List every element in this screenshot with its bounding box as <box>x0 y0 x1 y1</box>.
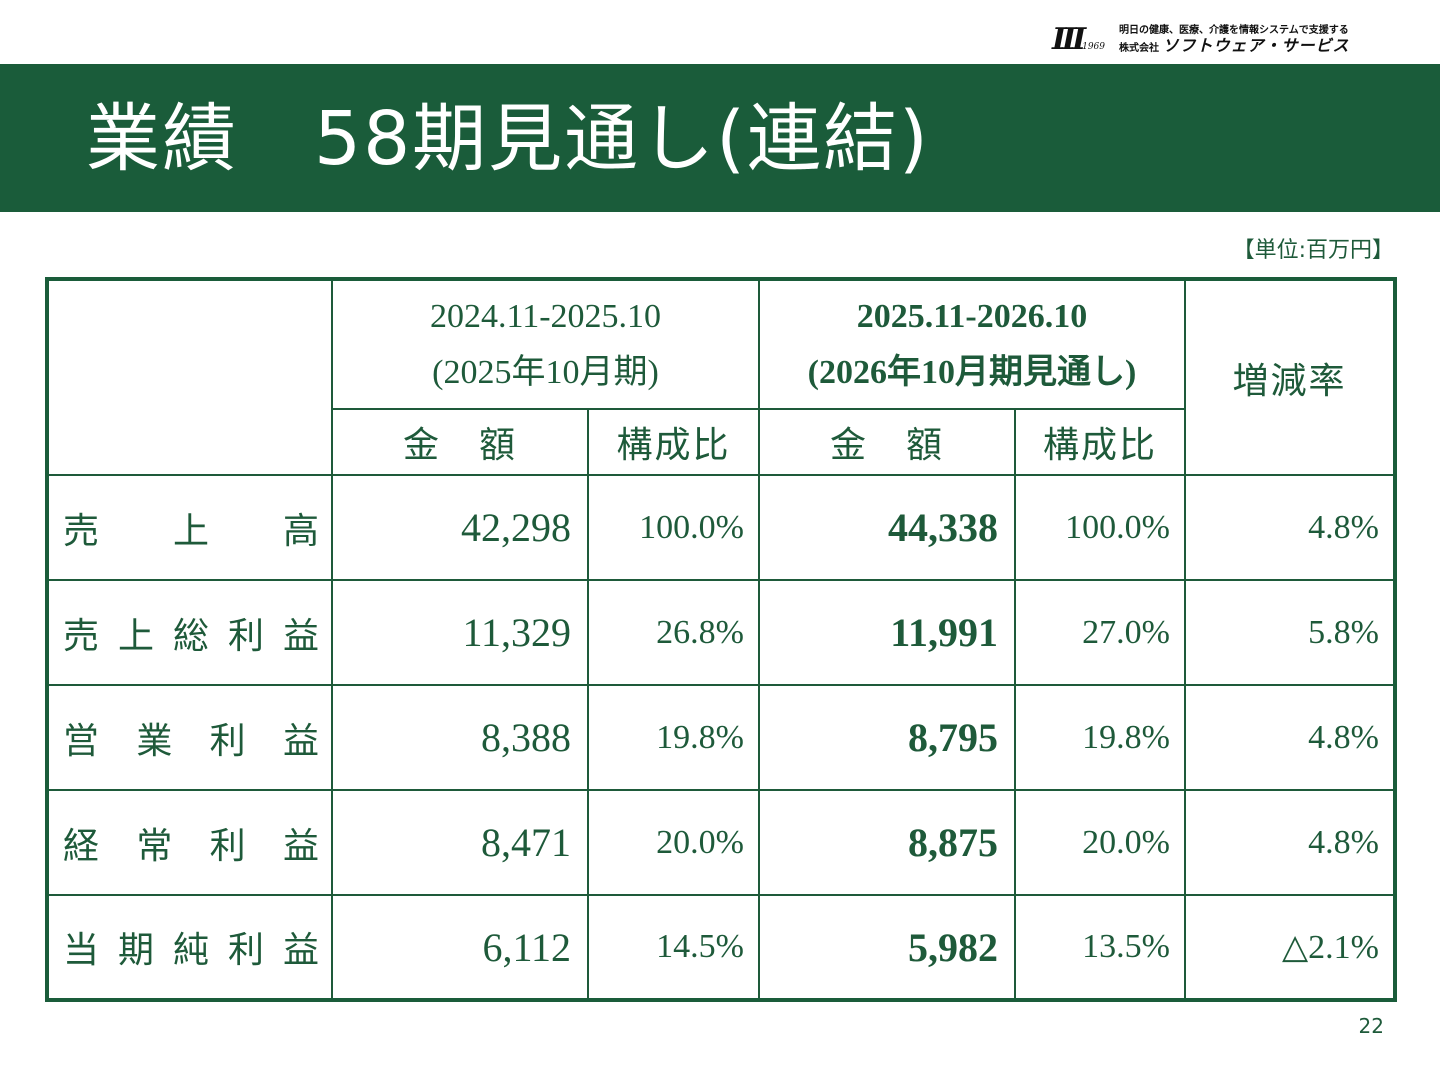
table-row: 売上総利益 11,329 26.8% 11,991 27.0% 5.8% <box>46 579 1396 686</box>
amount-prev: 11,329 <box>331 579 589 686</box>
period1-header: 2024.11-2025.10 (2025年10月期) <box>331 278 760 410</box>
change-rate: △2.1% <box>1184 894 1396 1001</box>
logo-mark: III1969 <box>1052 22 1106 57</box>
row-label: 売上総利益 <box>46 579 333 686</box>
logo-company-name: ソフトウェア・サービス <box>1162 36 1350 55</box>
amount-header-2: 金 額 <box>758 408 1016 476</box>
logo-tagline: 明日の健康、医療、介護を情報システムで支援する <box>1119 25 1349 36</box>
change-rate: 4.8% <box>1184 474 1396 581</box>
amount-forecast: 11,991 <box>758 579 1016 686</box>
ratio-forecast: 19.8% <box>1014 684 1186 791</box>
results-table: 2024.11-2025.10 (2025年10月期) 2025.11-2026.… <box>45 277 1397 1002</box>
row-label: 売上高 <box>46 474 333 581</box>
amount-forecast: 8,875 <box>758 789 1016 896</box>
logo-company-prefix: 株式会社 <box>1119 43 1160 54</box>
ratio-prev: 19.8% <box>587 684 760 791</box>
row-label: 経常利益 <box>46 789 333 896</box>
ratio-forecast: 20.0% <box>1014 789 1186 896</box>
table-row: 営業利益 8,388 19.8% 8,795 19.8% 4.8% <box>46 684 1396 791</box>
ratio-header-2: 構成比 <box>1014 408 1186 476</box>
amount-forecast: 5,982 <box>758 894 1016 1001</box>
ratio-header-1: 構成比 <box>587 408 760 476</box>
ratio-prev: 14.5% <box>587 894 760 1001</box>
amount-prev: 6,112 <box>331 894 589 1001</box>
logo-text: 明日の健康、医療、介護を情報システムで支援する 株式会社 ソフトウェア・サービス <box>1119 23 1350 56</box>
corner-cell <box>46 278 333 476</box>
change-header: 増減率 <box>1184 278 1396 476</box>
company-logo: III1969 明日の健康、医療、介護を情報システムで支援する 株式会社 ソフト… <box>1052 22 1350 57</box>
unit-label: 【単位:百万円】 <box>1232 238 1394 263</box>
period2-header: 2025.11-2026.10 (2026年10月期見通し) <box>758 278 1186 410</box>
amount-prev: 8,471 <box>331 789 589 896</box>
amount-forecast: 8,795 <box>758 684 1016 791</box>
amount-header-1: 金 額 <box>331 408 589 476</box>
page-title: 業績 58期見通し(連結) <box>86 96 930 182</box>
ratio-forecast: 27.0% <box>1014 579 1186 686</box>
row-label: 当期純利益 <box>46 894 333 1001</box>
amount-prev: 42,298 <box>331 474 589 581</box>
table-row: 経常利益 8,471 20.0% 8,875 20.0% 4.8% <box>46 789 1396 896</box>
amount-forecast: 44,338 <box>758 474 1016 581</box>
page-number: 22 <box>1358 1014 1384 1038</box>
ratio-prev: 100.0% <box>587 474 760 581</box>
amount-prev: 8,388 <box>331 684 589 791</box>
ratio-forecast: 13.5% <box>1014 894 1186 1001</box>
change-rate: 4.8% <box>1184 684 1396 791</box>
title-banner <box>0 64 1440 212</box>
ratio-prev: 20.0% <box>587 789 760 896</box>
row-label: 営業利益 <box>46 684 333 791</box>
ratio-forecast: 100.0% <box>1014 474 1186 581</box>
table-row: 売上高 42,298 100.0% 44,338 100.0% 4.8% <box>46 474 1396 581</box>
ratio-prev: 26.8% <box>587 579 760 686</box>
change-rate: 5.8% <box>1184 579 1396 686</box>
change-rate: 4.8% <box>1184 789 1396 896</box>
table-row: 当期純利益 6,112 14.5% 5,982 13.5% △2.1% <box>46 894 1396 1001</box>
